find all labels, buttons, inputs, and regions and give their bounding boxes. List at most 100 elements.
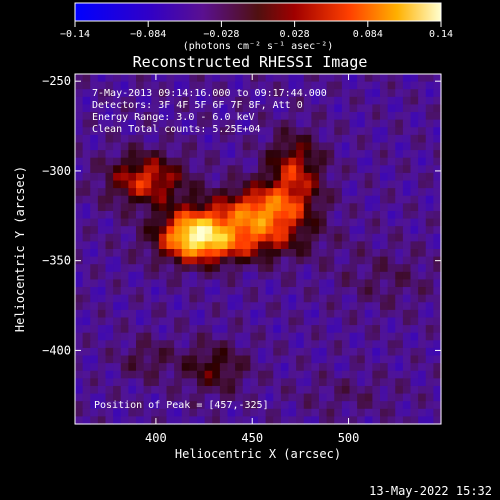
heatmap-cell — [258, 279, 267, 288]
heatmap-cell — [219, 150, 229, 159]
heatmap-cell — [288, 271, 297, 281]
heatmap-cell — [288, 241, 297, 250]
heatmap-cell — [189, 165, 198, 174]
heatmap-cell — [418, 340, 427, 349]
x-tick-label: 400 — [145, 431, 167, 445]
heatmap-cell — [97, 302, 107, 311]
heatmap-cell — [151, 279, 160, 288]
heatmap-cell — [227, 264, 236, 273]
heatmap-cell — [326, 309, 335, 319]
heatmap-cell — [212, 363, 221, 372]
heatmap-cell — [128, 104, 137, 113]
heatmap-cell — [395, 393, 404, 402]
heatmap-cell — [402, 332, 412, 341]
heatmap-cell — [143, 96, 152, 106]
heatmap-cell — [90, 249, 99, 258]
colorbar — [74, 2, 442, 22]
heatmap-cell — [113, 210, 122, 220]
heatmap-cell — [158, 157, 168, 166]
heatmap-cell — [219, 188, 229, 197]
heatmap-cell — [250, 74, 259, 83]
heatmap-cell — [364, 347, 373, 357]
heatmap-cell — [204, 416, 213, 425]
heatmap-cell — [113, 112, 122, 121]
heatmap-cell — [136, 264, 145, 273]
heatmap-cell — [288, 112, 297, 121]
heatmap-cell — [387, 347, 396, 357]
heatmap-cell — [402, 112, 412, 121]
heatmap-cell — [151, 309, 160, 319]
heatmap-cell — [357, 264, 366, 273]
heatmap-cell — [311, 332, 320, 341]
heatmap-cell — [105, 363, 114, 372]
heatmap-cell — [357, 363, 366, 372]
heatmap-cell — [341, 287, 351, 296]
heatmap-cell — [326, 142, 335, 151]
heatmap-cell — [280, 150, 290, 159]
heatmap-cell — [433, 226, 442, 235]
heatmap-cell — [311, 157, 320, 166]
heatmap-cell — [151, 256, 160, 265]
heatmap-cell — [120, 218, 129, 227]
heatmap-cell — [219, 96, 229, 106]
heatmap-cell — [143, 150, 152, 159]
heatmap-cell — [364, 355, 373, 364]
heatmap-cell — [395, 325, 404, 334]
heatmap-cell — [174, 180, 183, 189]
heatmap-cell — [280, 226, 290, 235]
heatmap-cell — [334, 218, 343, 227]
heatmap-cell — [334, 180, 343, 189]
heatmap-cell — [136, 104, 145, 113]
heatmap-cell — [158, 112, 168, 121]
heatmap-cell — [303, 180, 312, 189]
heatmap-cell — [280, 203, 290, 212]
heatmap-cell — [242, 363, 251, 372]
heatmap-cell — [296, 264, 305, 273]
heatmap-cell — [265, 385, 274, 395]
heatmap-cell — [143, 74, 152, 83]
heatmap-cell — [311, 294, 320, 303]
heatmap-cell — [273, 309, 282, 319]
heatmap-cell — [349, 96, 358, 106]
heatmap-cell — [212, 317, 221, 326]
heatmap-cell — [212, 340, 221, 349]
heatmap-cell — [319, 271, 328, 281]
heatmap-cell — [128, 165, 137, 174]
heatmap-cell — [280, 347, 290, 357]
heatmap-cell — [265, 271, 274, 281]
heatmap-cell — [90, 74, 99, 83]
heatmap-cell — [380, 157, 389, 166]
heatmap-cell — [158, 256, 168, 265]
heatmap-cell — [151, 142, 160, 151]
heatmap-cell — [364, 302, 373, 311]
heatmap-cell — [265, 408, 274, 417]
heatmap-cell — [273, 203, 282, 212]
heatmap-cell — [82, 287, 91, 296]
heatmap-cell — [97, 309, 107, 319]
heatmap-cell — [319, 241, 328, 250]
heatmap-cell — [242, 142, 251, 151]
heatmap-cell — [181, 210, 190, 220]
heatmap-cell — [75, 226, 84, 235]
heatmap-cell — [113, 203, 122, 212]
heatmap-cell — [242, 287, 251, 296]
heatmap-cell — [75, 287, 84, 296]
heatmap-cell — [235, 408, 244, 417]
heatmap-cell — [128, 172, 137, 182]
heatmap-cell — [136, 241, 145, 250]
heatmap-cell — [387, 332, 396, 341]
heatmap-cell — [387, 142, 396, 151]
heatmap-cell — [273, 256, 282, 265]
heatmap-cell — [410, 279, 419, 288]
heatmap-cell — [151, 104, 160, 113]
heatmap-cell — [410, 271, 419, 281]
heatmap-cell — [113, 347, 122, 357]
heatmap-cell — [82, 332, 91, 341]
heatmap-cell — [364, 271, 373, 281]
heatmap-cell — [418, 218, 427, 227]
heatmap-cell — [105, 142, 114, 151]
heatmap-cell — [212, 195, 221, 204]
heatmap-cell — [280, 279, 290, 288]
heatmap-cell — [303, 127, 312, 136]
